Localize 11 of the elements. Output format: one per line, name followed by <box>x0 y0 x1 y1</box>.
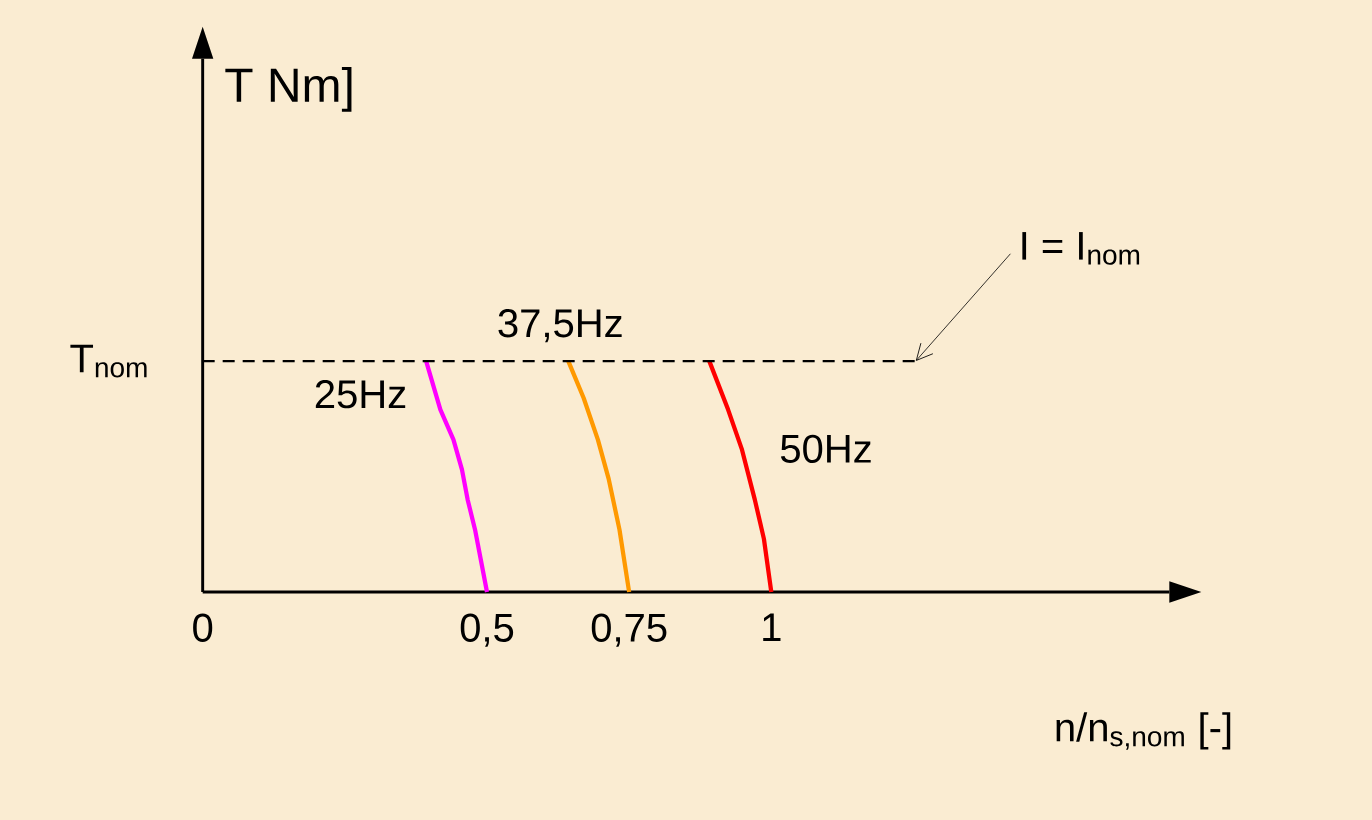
text: T Nm] <box>225 66 352 112</box>
x-tick-label: 0,5 <box>460 613 514 647</box>
ref-line-label: T$_{nom}$ <box>70 344 147 378</box>
series-label: 50Hz <box>780 434 871 464</box>
series-label: 37,5Hz <box>498 309 622 343</box>
x-axis-title: n/n$_{s,nom}$ [-] <box>1056 712 1231 750</box>
annotation: I = I$_{nom}$ <box>1022 232 1140 265</box>
x-tick-label: 1 <box>763 613 781 642</box>
x-tick-label: 0 <box>193 613 213 642</box>
x-tick-label: 0,75 <box>591 613 667 647</box>
series-label: 25Hz <box>315 380 406 409</box>
